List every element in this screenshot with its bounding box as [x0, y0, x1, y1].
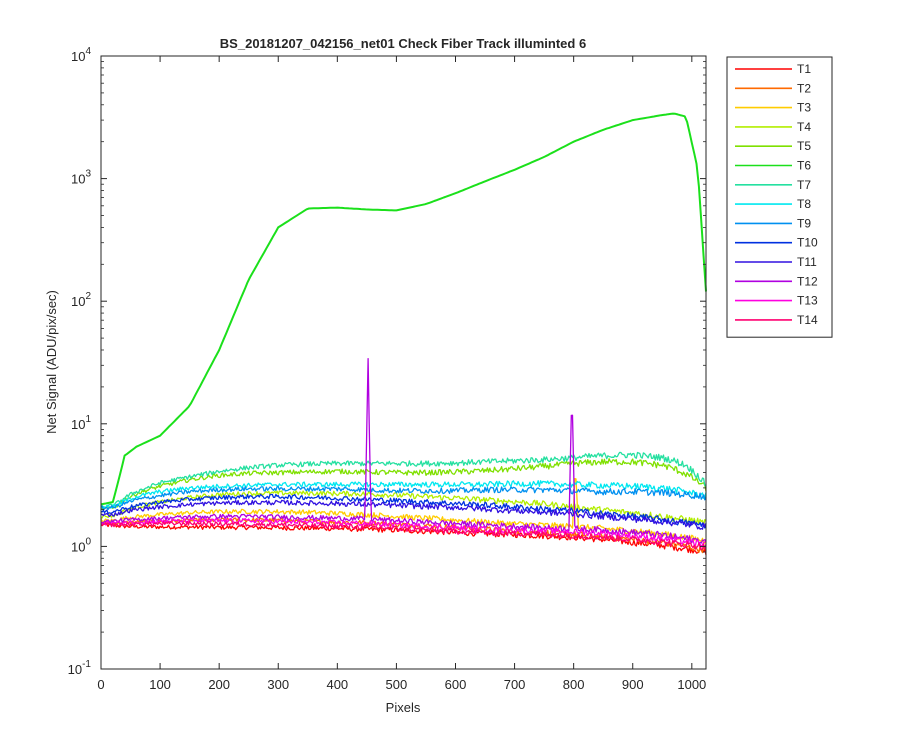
legend-label-t4: T4	[797, 120, 811, 134]
x-tick-label: 800	[563, 677, 585, 692]
series-line-t9	[100, 485, 707, 511]
x-tick-label: 1000	[677, 677, 706, 692]
x-tick-label: 700	[504, 677, 526, 692]
legend-label-t1: T1	[797, 62, 811, 76]
series-line-t11	[100, 499, 707, 530]
legend-label-t2: T2	[797, 81, 811, 95]
y-tick-label: 101	[71, 414, 91, 432]
legend-label-t6: T6	[797, 159, 811, 173]
legend-label-t8: T8	[797, 197, 811, 211]
legend-label-t3: T3	[797, 101, 811, 115]
x-tick-label: 300	[267, 677, 289, 692]
axes-layer: 0 100 200 300 400 500 600 700 800 900 1000 10-1 100 1…	[68, 46, 707, 692]
legend-label-t10: T10	[797, 236, 818, 250]
x-tick-label: 900	[622, 677, 644, 692]
x-tick-label: 100	[149, 677, 171, 692]
y-tick-label: 10-1	[68, 659, 92, 677]
series-line-t14	[100, 520, 707, 551]
legend-label-t13: T13	[797, 294, 818, 308]
series-line-t6	[100, 112, 707, 506]
legend-label-t14: T14	[797, 313, 818, 327]
x-tick-label: 400	[326, 677, 348, 692]
axes-box	[100, 55, 707, 670]
y-tick-label: 103	[71, 169, 91, 187]
chart-title: BS_20181207_042156_net01 Check Fiber Tra…	[220, 36, 586, 51]
legend: T1 T2 T3 T4 T5 T6 T7 T8 T9 T10 T11 T12 T13 T14	[726, 56, 833, 338]
legend-label-t5: T5	[797, 139, 811, 153]
x-tick-label: 600	[445, 677, 467, 692]
y-tick-label: 100	[71, 536, 91, 554]
series-line-t7	[100, 451, 707, 509]
y-axis-label: Net Signal (ADU/pix/sec)	[44, 290, 59, 434]
x-tick-label: 200	[208, 677, 230, 692]
plot-area	[101, 56, 706, 669]
series-line-t13	[100, 517, 707, 548]
y-tick-label: 102	[71, 291, 91, 309]
series-line-t8	[100, 480, 707, 509]
series-line-t4	[100, 490, 707, 527]
series-line-t12	[100, 357, 707, 545]
x-tick-label: 0	[97, 677, 104, 692]
y-tick-label: 104	[71, 46, 91, 64]
legend-label-t9: T9	[797, 216, 811, 230]
x-axis-label: Pixels	[386, 700, 421, 715]
legend-label-t7: T7	[797, 178, 811, 192]
legend-box	[726, 56, 833, 338]
series-line-t5	[100, 458, 707, 512]
x-tick-label: 500	[386, 677, 408, 692]
series-layer	[100, 112, 707, 556]
legend-label-t12: T12	[797, 274, 818, 288]
legend-label-t11: T11	[797, 255, 817, 269]
